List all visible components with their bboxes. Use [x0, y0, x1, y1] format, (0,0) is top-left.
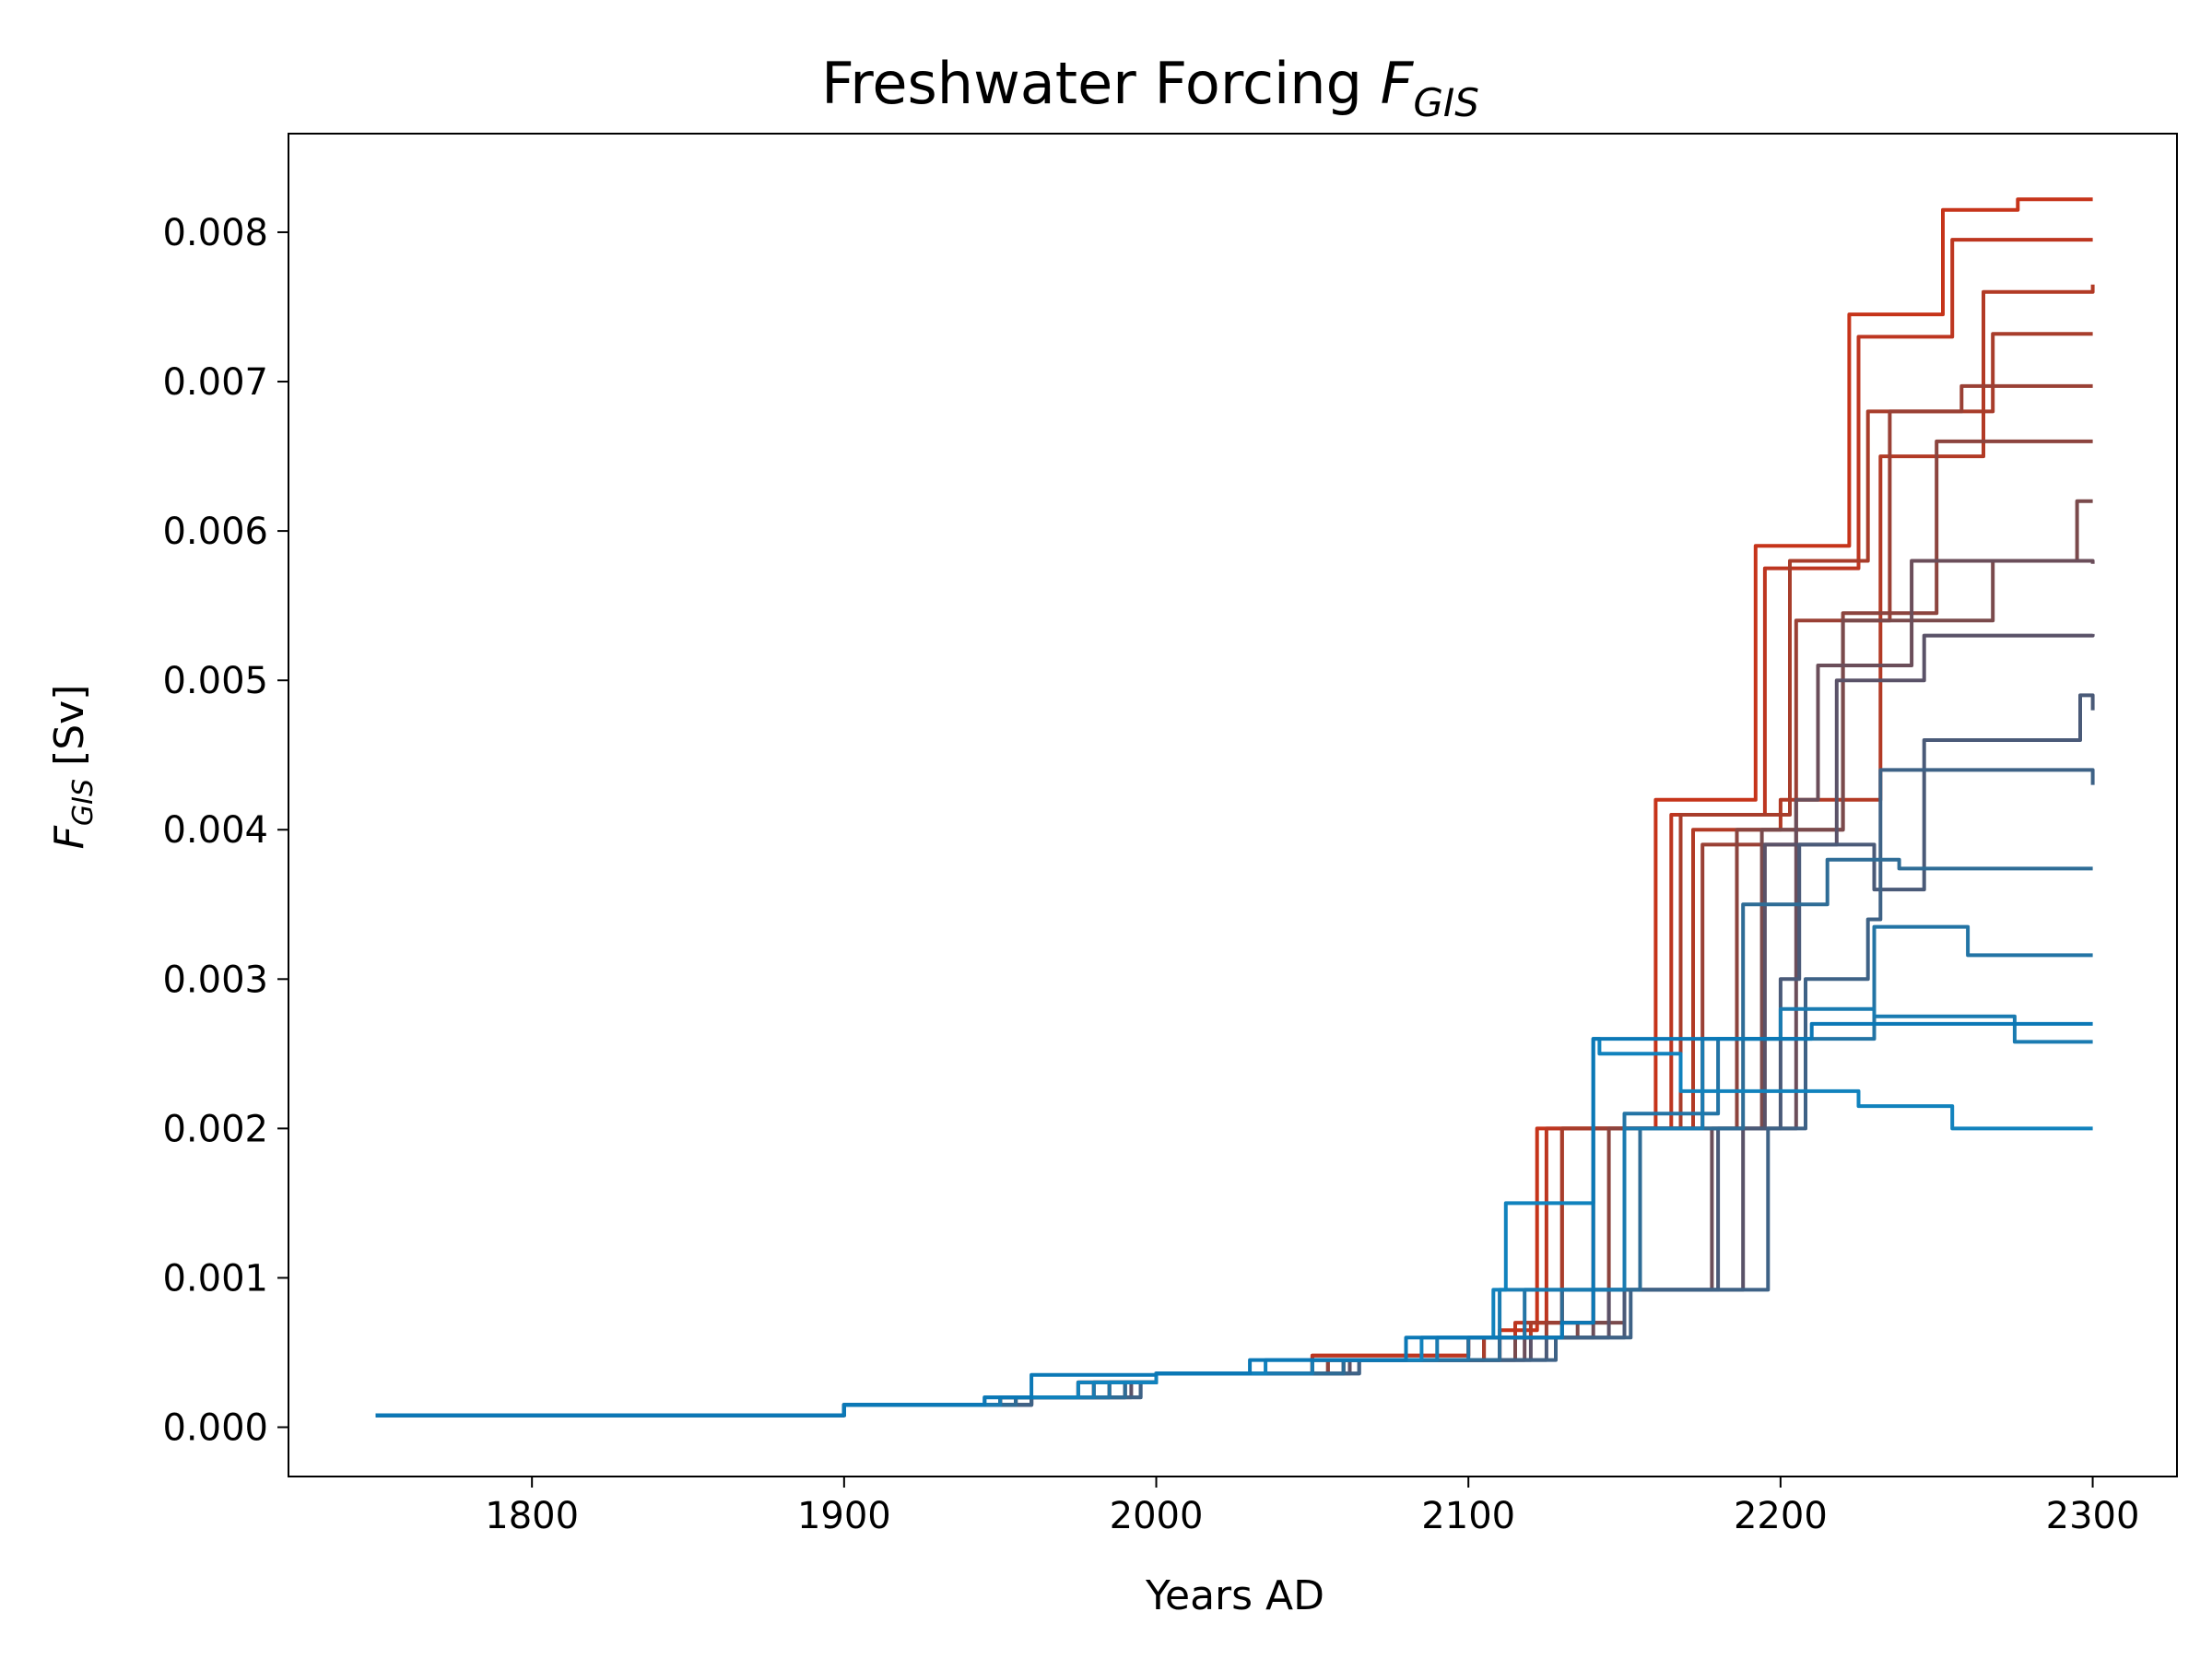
x-tick-label: 2300: [2046, 1495, 2140, 1537]
y-tick-label: 0.001: [162, 1257, 268, 1300]
x-axis-label: Years AD: [1145, 1572, 1324, 1619]
y-tick-label: 0.002: [162, 1108, 268, 1150]
y-tick-label: 0.008: [162, 212, 268, 254]
series-line-16: [375, 1021, 2093, 1418]
y-axis-label: FGIS [Sv]: [46, 685, 100, 850]
y-tick-label: 0.004: [162, 809, 268, 852]
x-tick-label: 2000: [1110, 1495, 1204, 1537]
chart-title: Freshwater Forcing FGIS: [821, 50, 1479, 125]
y-tick-label: 0.007: [162, 361, 268, 404]
y-tick-label: 0.003: [162, 959, 268, 1001]
series-group: [375, 197, 2095, 1418]
x-axis: 1800 1900 2000 2100 2200 2300: [485, 1477, 2139, 1537]
plot-area: [288, 133, 2178, 1477]
series-line-15: [375, 1037, 2093, 1418]
y-axis: 0.000 0.001 0.002 0.003 0.004 0.005 0.006 0.007…: [162, 212, 288, 1450]
y-tick-label: 0.005: [162, 660, 268, 702]
axes-frame: [288, 133, 2178, 1477]
y-tick-label: 0.000: [162, 1407, 268, 1450]
x-tick-label: 1900: [797, 1495, 891, 1537]
x-tick-label: 2100: [1421, 1495, 1515, 1537]
x-tick-label: 2200: [1734, 1495, 1828, 1537]
x-tick-label: 1800: [485, 1495, 579, 1537]
y-tick-label: 0.006: [162, 511, 268, 553]
